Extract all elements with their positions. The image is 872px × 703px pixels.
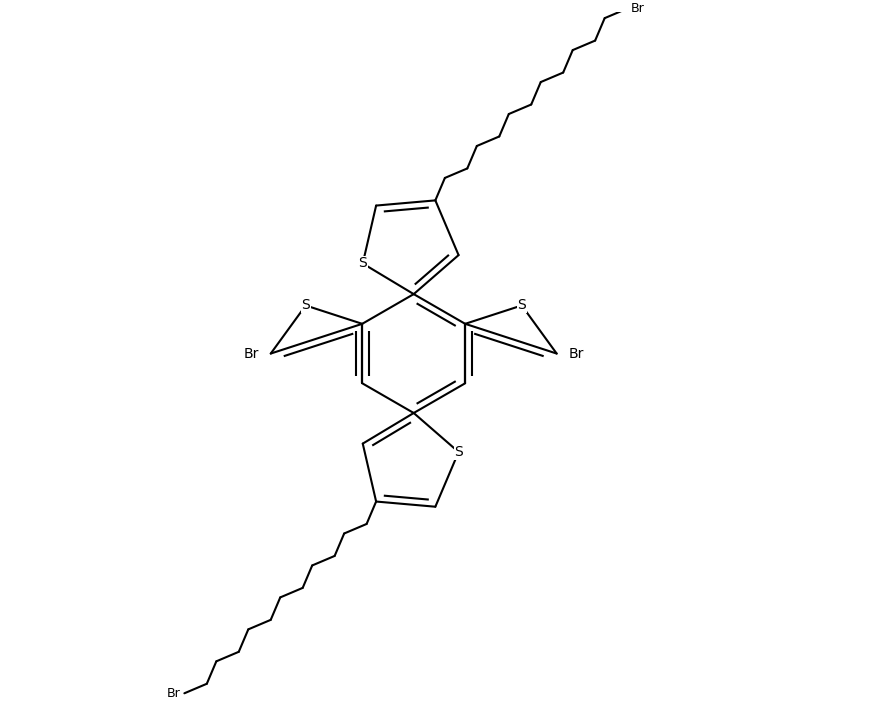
- Text: Br: Br: [569, 347, 584, 361]
- Text: S: S: [454, 445, 463, 459]
- Text: Br: Br: [167, 687, 181, 699]
- Text: Br: Br: [630, 2, 644, 15]
- Text: Br: Br: [243, 347, 259, 361]
- Text: S: S: [302, 299, 310, 312]
- Text: S: S: [358, 257, 367, 271]
- Text: S: S: [517, 299, 526, 312]
